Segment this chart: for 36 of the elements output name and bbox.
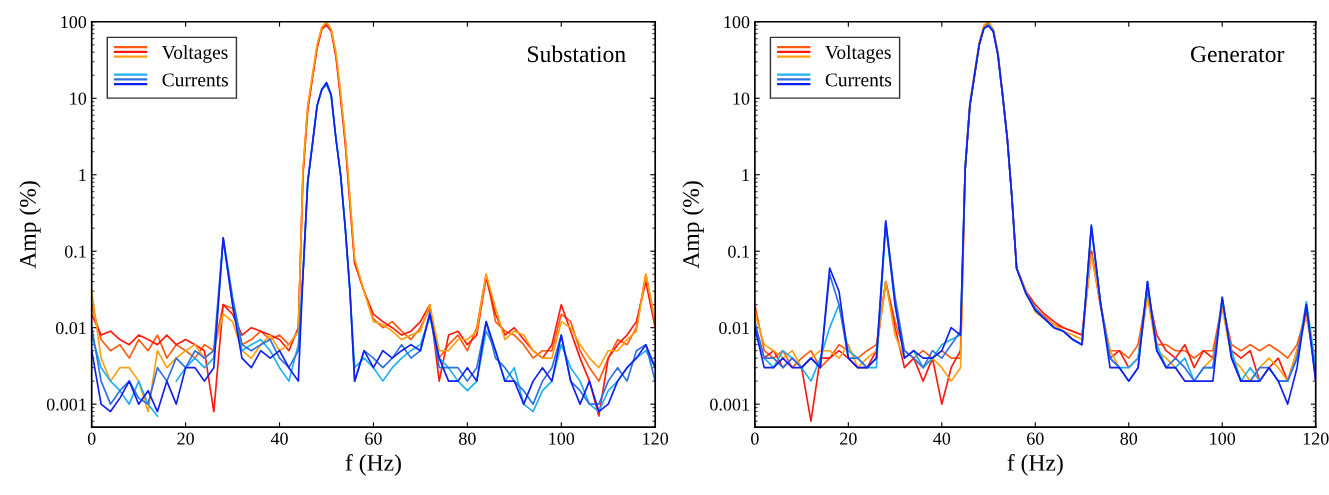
y-tick-label: 1 [79, 169, 86, 181]
y-tick-label: 0.01 [719, 321, 749, 335]
x-tick-label: 100 [1210, 432, 1236, 445]
y-tick-label: 10 [70, 92, 87, 105]
y-tick-label: 0.1 [64, 245, 86, 258]
y-tick-label: 1 [742, 169, 749, 181]
x-axis-title: f (Hz) [1007, 453, 1063, 476]
x-tick-label: 20 [840, 432, 857, 445]
legend-label: Currents [825, 73, 892, 87]
x-tick-label: 80 [459, 432, 476, 445]
legend-label: Voltages [825, 45, 891, 63]
y-tick-label: 100 [724, 16, 750, 29]
x-tick-label: 40 [933, 432, 951, 445]
x-tick-label: 0 [87, 432, 96, 445]
x-tick-label: 60 [1027, 432, 1044, 445]
text: Substation [528, 45, 626, 63]
x-tick-label: 120 [1303, 432, 1329, 445]
y-axis-title: Amp (%) [682, 181, 704, 269]
y-tick-label: 0.1 [728, 245, 749, 258]
x-tick-label: 0 [751, 432, 759, 445]
y-tick-label: 0.001 [710, 398, 749, 411]
x-tick-label: 120 [643, 432, 669, 445]
x-axis-title: f (Hz) [345, 453, 401, 476]
y-tick-label: 0.001 [46, 398, 86, 411]
legend-label: Currents [162, 73, 228, 87]
legend-label: Voltages [161, 45, 228, 63]
y-axis-title: Amp (%) [19, 181, 41, 269]
y-tick-label: 10 [733, 92, 750, 105]
x-tick-label: 40 [270, 432, 288, 445]
x-tick-label: 60 [365, 432, 382, 445]
y-tick-label: 0.01 [55, 321, 86, 335]
y-tick-label: 100 [61, 16, 87, 29]
x-tick-label: 20 [177, 432, 194, 445]
text: Generator [1190, 46, 1285, 63]
x-tick-label: 100 [549, 432, 575, 445]
x-tick-label: 80 [1120, 432, 1138, 445]
